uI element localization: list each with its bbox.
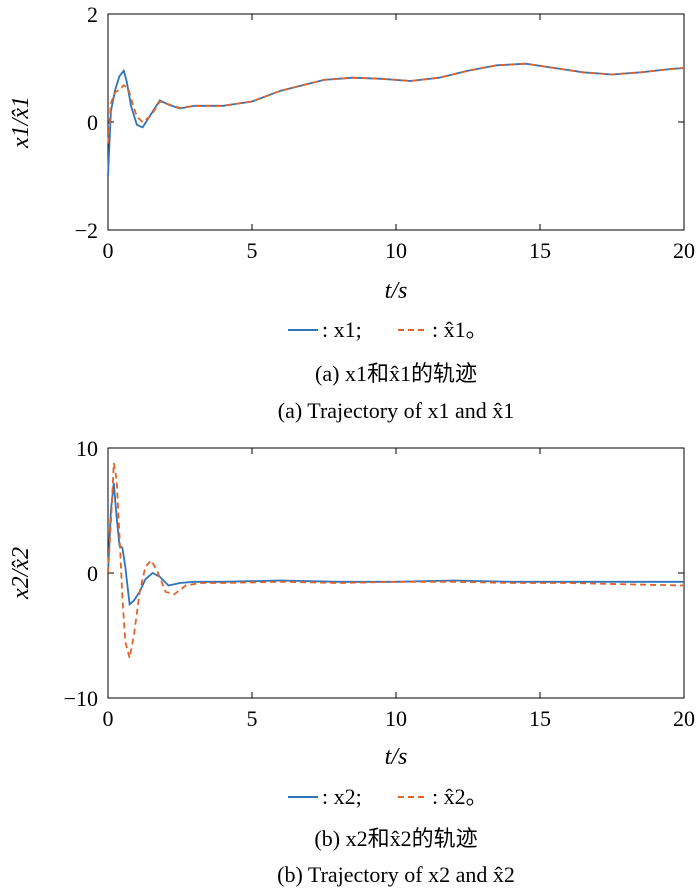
chart-b-xtick-10: 10 [385, 706, 407, 731]
chart-a-xtick-20: 20 [673, 238, 695, 263]
chart-a-ytick-top: 2 [87, 2, 98, 27]
chart-b-xtick-15: 15 [529, 706, 551, 731]
chart-b-xlabel: t/s [385, 744, 408, 770]
chart-b-xtick-5: 5 [247, 706, 258, 731]
chart-b-ytick-mid: 0 [87, 561, 98, 586]
chart-a-ylabel: x1/x̂1 [8, 96, 34, 149]
chart-b-caption-en: (b) Trajectory of x2 and x̂2 [277, 862, 515, 887]
chart-b-legend-label-x2hat: : x̂2。 [432, 784, 488, 809]
chart-b-ylabel: x2/x̂2 [8, 547, 34, 600]
chart-b-ytick-top: 10 [76, 436, 98, 461]
chart-a-series-x1hat [107, 62, 685, 144]
chart-a-xlabel: t/s [385, 278, 408, 304]
chart-b-ytick-bottom: −10 [64, 686, 98, 711]
chart-a-plot-frame [107, 13, 685, 231]
chart-a-legend-label-x1hat: : x̂1。 [432, 317, 488, 342]
chart-a-ytick-mid: 0 [87, 110, 98, 135]
chart-a-ticks [107, 13, 685, 231]
chart-a-caption-en: (a) Trajectory of x1 and x̂1 [278, 398, 514, 423]
chart-b-xtick-0: 0 [103, 706, 114, 731]
chart-a-xtick-15: 15 [529, 238, 551, 263]
chart-a-xtick-5: 5 [247, 238, 258, 263]
chart-a-caption-cn: (a) x1和x̂1的轨迹 [315, 361, 477, 386]
chart-a-xtick-10: 10 [385, 238, 407, 263]
chart-b-ticks [107, 447, 685, 699]
chart-b-series-x2 [107, 482, 684, 607]
chart-b-legend-label-x2: : x2; [322, 784, 362, 809]
chart-a-xtick-0: 0 [103, 238, 114, 263]
chart-a: 2 0 −2 0 5 10 15 20 x1/x̂1 t/s : x1; : x… [8, 2, 695, 423]
chart-b-plot-frame [107, 447, 685, 699]
chart-b-series-x2hat [107, 462, 685, 659]
chart-b: 10 0 −10 0 5 10 15 20 x2/x̂2 t/s : x2; :… [8, 436, 695, 887]
chart-b-caption-cn: (b) x2和x̂2的轨迹 [314, 826, 477, 851]
chart-a-ytick-bottom: −2 [75, 218, 98, 243]
chart-b-xtick-20: 20 [673, 706, 695, 731]
chart-a-legend-label-x1: : x1; [322, 317, 362, 342]
